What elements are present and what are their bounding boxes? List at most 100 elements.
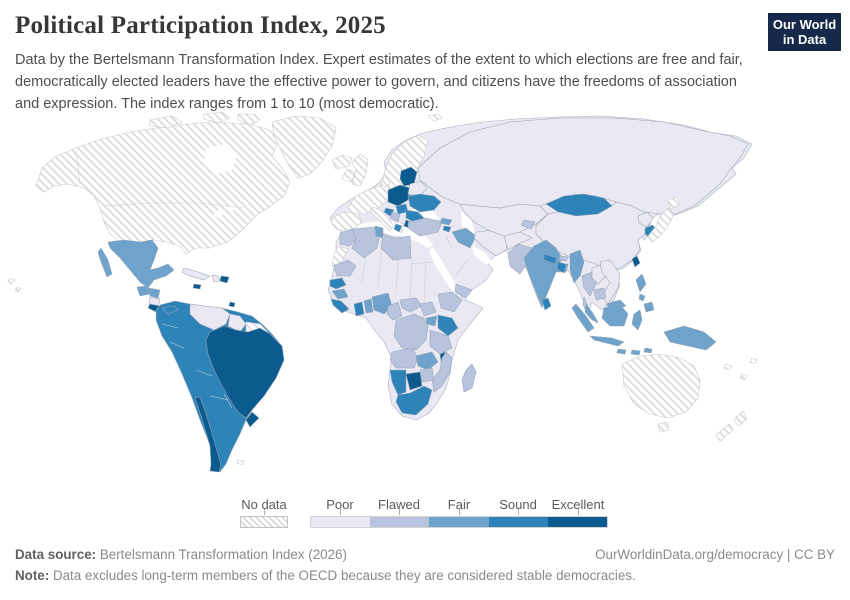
legend-label-flawed[interactable]: Flawed xyxy=(378,497,420,512)
legend-no-data-label[interactable]: No data xyxy=(241,497,287,512)
country-papua-new-guinea[interactable] xyxy=(663,325,717,351)
country-australia[interactable] xyxy=(621,353,701,433)
country-serbia-bosnia[interactable] xyxy=(389,211,401,223)
country-mexico[interactable] xyxy=(97,239,175,289)
country-hawaii[interactable] xyxy=(7,277,22,293)
country-cambodia[interactable] xyxy=(593,287,607,301)
country-turkey[interactable] xyxy=(407,217,443,237)
country-south-sudan[interactable] xyxy=(419,301,437,317)
country-cameroon[interactable] xyxy=(386,301,403,321)
country-uruguay[interactable] xyxy=(245,411,260,428)
country-morocco[interactable] xyxy=(339,228,359,247)
country-denmark[interactable] xyxy=(379,176,391,188)
page-title: Political Participation Index, 2025 xyxy=(15,12,386,39)
legend-swatch-excellent[interactable] xyxy=(547,517,608,527)
country-armenia[interactable] xyxy=(442,225,452,233)
country-jamaica[interactable] xyxy=(192,283,202,290)
country-uganda[interactable] xyxy=(425,315,438,327)
country-india[interactable] xyxy=(523,239,569,308)
country-north-korea[interactable] xyxy=(637,211,654,228)
country-sierra-leone-liberia[interactable] xyxy=(330,298,350,314)
country-bangladesh[interactable] xyxy=(556,261,567,274)
country-trinidad-and-tobago[interactable] xyxy=(228,301,236,308)
country-sri-lanka[interactable] xyxy=(541,297,552,311)
country-mozambique[interactable] xyxy=(431,351,453,393)
country-poland-czechia-slovakia[interactable] xyxy=(387,184,411,207)
country-botswana[interactable] xyxy=(405,371,423,391)
country-guyana[interactable] xyxy=(227,313,247,333)
country-honduras[interactable] xyxy=(147,287,161,299)
country-indonesia[interactable] xyxy=(571,303,653,356)
country-tunisia[interactable] xyxy=(374,225,384,239)
country-svalbard[interactable] xyxy=(427,113,443,122)
legend-no-data-swatch[interactable] xyxy=(240,516,288,528)
country-benin-togo[interactable] xyxy=(363,298,374,314)
country-mauritania[interactable] xyxy=(333,259,357,277)
country-philippines[interactable] xyxy=(635,273,655,313)
legend-swatch-fair[interactable] xyxy=(429,517,489,527)
country-croatia[interactable] xyxy=(383,207,395,217)
legend-swatch-sound[interactable] xyxy=(488,517,548,527)
legend-label-sound[interactable]: Sound xyxy=(499,497,537,512)
country-yemen[interactable] xyxy=(454,283,473,299)
country-taiwan[interactable] xyxy=(631,255,641,268)
country-guatemala[interactable] xyxy=(136,285,151,297)
country-greenland[interactable] xyxy=(271,115,337,179)
country-ireland[interactable] xyxy=(341,168,356,183)
country-japan[interactable] xyxy=(647,196,681,243)
country-north-america[interactable] xyxy=(35,121,291,255)
country-pacific-islands[interactable] xyxy=(723,357,758,381)
country-madagascar[interactable] xyxy=(461,363,477,393)
country-haiti[interactable] xyxy=(211,274,221,283)
country-myanmar[interactable] xyxy=(569,249,585,284)
legend-label-fair[interactable]: Fair xyxy=(447,497,471,512)
country-kenya[interactable] xyxy=(437,314,459,337)
country-dominican-republic[interactable] xyxy=(219,275,230,284)
country-central-african-republic[interactable] xyxy=(399,297,423,313)
owid-link[interactable]: OurWorldinData.org/democracy | CC BY xyxy=(595,547,835,562)
country-belarus[interactable] xyxy=(407,180,428,197)
country-tanzania[interactable] xyxy=(429,329,453,355)
country-iberia[interactable] xyxy=(331,211,363,231)
country-iraq[interactable] xyxy=(451,227,477,249)
country-kyrgyzstan[interactable] xyxy=(520,219,536,230)
country-new-zealand[interactable] xyxy=(715,410,748,442)
data-source-label: Data source: xyxy=(15,547,97,562)
country-angola[interactable] xyxy=(389,347,419,369)
country-china[interactable] xyxy=(535,201,651,271)
country-guinea[interactable] xyxy=(331,288,349,300)
country-zambia[interactable] xyxy=(415,351,439,371)
country-georgia[interactable] xyxy=(439,217,453,226)
country-nepal[interactable] xyxy=(543,253,558,265)
country-ethiopia[interactable] xyxy=(437,291,463,313)
country-namibia[interactable] xyxy=(389,369,407,396)
country-venezuela[interactable] xyxy=(189,303,231,331)
owid-logo[interactable]: Our World in Data xyxy=(768,13,841,51)
country-senegal[interactable] xyxy=(329,277,347,290)
hudson-bay xyxy=(204,144,238,174)
country-brazil[interactable] xyxy=(205,325,285,419)
world-map xyxy=(0,108,850,493)
us-canada-border xyxy=(75,149,245,209)
country-western-sahara[interactable] xyxy=(331,245,349,267)
legend-swatch-flawed[interactable] xyxy=(370,517,430,527)
country-iceland[interactable] xyxy=(331,154,353,170)
legend-tick xyxy=(340,509,341,515)
country-canadian-arctic[interactable] xyxy=(149,111,261,129)
country-ukraine[interactable] xyxy=(407,193,442,213)
country-south-africa[interactable] xyxy=(395,385,433,416)
country-ghana[interactable] xyxy=(353,301,365,317)
country-falkland-islands[interactable] xyxy=(236,459,245,466)
country-libya[interactable] xyxy=(380,233,412,261)
country-united-kingdom[interactable] xyxy=(351,153,369,187)
country-bhutan[interactable] xyxy=(558,255,569,262)
legend-swatch-poor[interactable] xyxy=(311,517,371,527)
legend-label-excellent[interactable]: Excellent xyxy=(551,497,605,512)
country-zimbabwe[interactable] xyxy=(419,367,435,383)
legend-label-poor[interactable]: Poor xyxy=(326,497,354,512)
country-cuba[interactable] xyxy=(181,267,211,281)
country-dr-congo[interactable] xyxy=(393,313,429,351)
country-albania[interactable] xyxy=(393,223,403,233)
country-chile[interactable] xyxy=(194,396,222,473)
country-panama[interactable] xyxy=(161,305,179,315)
